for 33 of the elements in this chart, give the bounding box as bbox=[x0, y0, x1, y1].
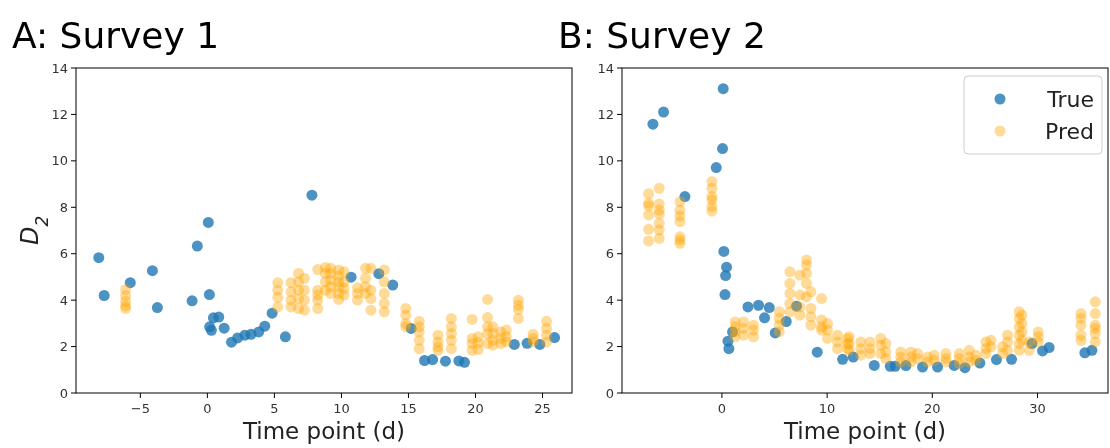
legend-label: Pred bbox=[1045, 118, 1094, 144]
y-tick-label: 6 bbox=[59, 246, 68, 262]
y-tick-label: 12 bbox=[597, 106, 614, 122]
y-tick-label: 10 bbox=[51, 153, 68, 169]
y-tick-label: 0 bbox=[59, 385, 68, 401]
y-tick-label: 8 bbox=[605, 199, 614, 215]
x-tick-label: −5 bbox=[130, 401, 150, 416]
x-tick-label: 15 bbox=[400, 401, 417, 416]
y-tick-label: 14 bbox=[597, 60, 614, 76]
x-tick-label: 20 bbox=[924, 401, 941, 416]
legend-label: True bbox=[1046, 86, 1094, 112]
x-tick-label: 20 bbox=[467, 401, 484, 416]
x-axis-title: Time point (d) bbox=[241, 418, 406, 444]
x-tick-label: 30 bbox=[1029, 401, 1046, 416]
y-tick-label: 4 bbox=[605, 292, 614, 308]
y-tick-label: 6 bbox=[605, 246, 614, 262]
x-tick-label: 5 bbox=[270, 401, 279, 416]
y-tick-label: 14 bbox=[51, 60, 68, 76]
x-tick-label: 0 bbox=[203, 401, 212, 416]
x-tick-label: 25 bbox=[534, 401, 551, 416]
x-tick-label: 0 bbox=[717, 401, 727, 416]
y-tick-label: 4 bbox=[59, 292, 68, 308]
y-tick-label: 0 bbox=[605, 385, 614, 401]
chart-title: B: Survey 2 bbox=[558, 15, 766, 56]
y-tick-label: 10 bbox=[597, 153, 614, 169]
x-tick-label: 10 bbox=[333, 401, 350, 416]
y-tick-label: 2 bbox=[59, 339, 68, 355]
x-tick-label: 10 bbox=[818, 401, 836, 416]
chart-title: A: Survey 1 bbox=[12, 15, 220, 56]
y-tick-label: 12 bbox=[51, 106, 68, 122]
y-tick-label: 8 bbox=[59, 199, 68, 215]
y-tick-label: 2 bbox=[605, 339, 614, 355]
x-axis-title: Time point (d) bbox=[782, 418, 947, 444]
